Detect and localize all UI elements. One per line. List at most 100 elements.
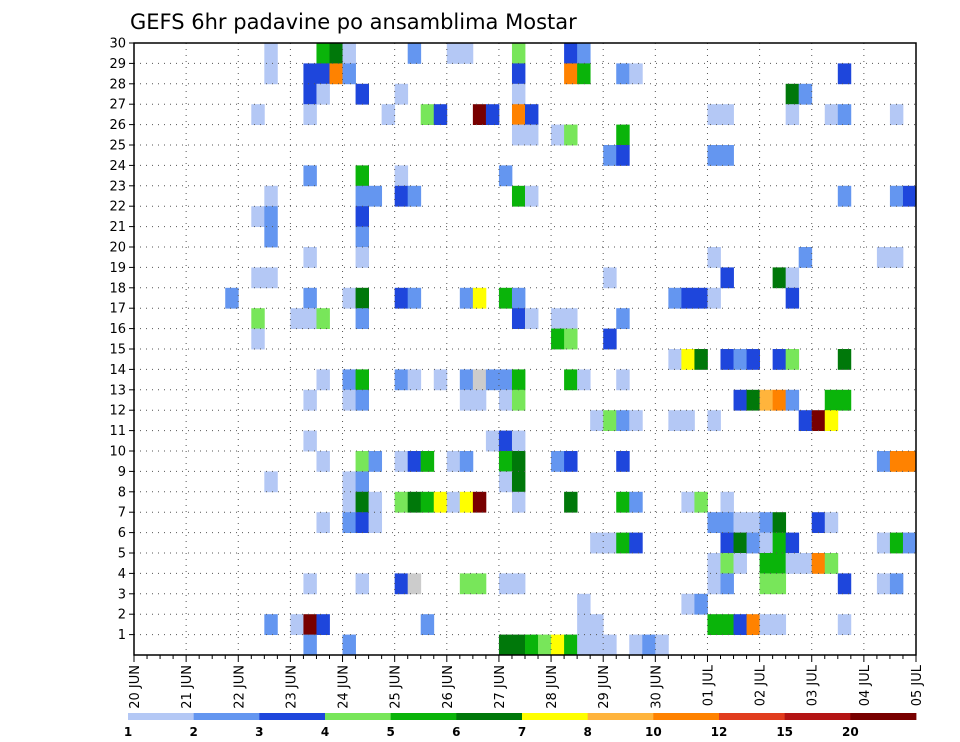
y-tick-label: 23 [109, 179, 126, 194]
heatmap-cell [694, 593, 708, 615]
heatmap-cell [368, 491, 383, 513]
heatmap-cell [720, 491, 734, 513]
heatmap-cell [316, 369, 330, 391]
heatmap-cell [407, 491, 422, 513]
heatmap-cell [772, 267, 787, 289]
heatmap-cell [342, 287, 356, 309]
heatmap-cell [772, 349, 787, 370]
heatmap-cell [759, 614, 774, 635]
legend-label: 1 [124, 725, 132, 739]
heatmap-cell [707, 247, 721, 268]
heatmap-cell [264, 185, 278, 207]
heatmap-cell [342, 471, 356, 493]
x-tick-label: 02 JUL [754, 664, 769, 706]
heatmap-cell [420, 104, 435, 125]
heatmap-cell [902, 532, 917, 554]
heatmap-cell [733, 389, 747, 411]
heatmap-cell [577, 369, 591, 391]
heatmap-cell [355, 573, 369, 595]
y-tick-label: 18 [109, 281, 126, 296]
heatmap-cell [355, 512, 369, 533]
heatmap-cell [511, 104, 526, 125]
heatmap-cell [811, 553, 826, 574]
heatmap-cell [303, 104, 317, 125]
x-tick-label: 05 JUL [910, 664, 925, 706]
heatmap-cell [746, 349, 760, 370]
heatmap-cell [498, 165, 513, 187]
heatmap-cell [668, 287, 682, 309]
heatmap-cell [772, 573, 787, 595]
y-tick-label: 11 [109, 424, 126, 439]
heatmap-cell [603, 328, 617, 350]
heatmap-cell [642, 634, 656, 656]
heatmap-cell [551, 451, 565, 472]
heatmap-cell [368, 451, 383, 472]
y-tick-label: 6 [118, 526, 126, 541]
y-tick-label: 12 [109, 404, 126, 419]
heatmap-cell [681, 593, 695, 615]
heatmap-cell [577, 43, 591, 64]
y-tick-label: 21 [109, 220, 126, 235]
heatmap-cell [342, 512, 356, 533]
heatmap-cell [720, 573, 734, 595]
legend-swatch [653, 713, 720, 720]
heatmap-cell [551, 634, 565, 656]
heatmap-cell [472, 104, 487, 125]
x-tick-label: 21 JUN [180, 665, 195, 709]
heatmap-cell [798, 553, 813, 574]
heatmap-cell [590, 410, 604, 431]
heatmap-cell [407, 369, 422, 391]
heatmap-cell [538, 634, 552, 656]
heatmap-cell [889, 451, 904, 472]
heatmap-cell [798, 83, 813, 105]
y-tick-label: 29 [109, 57, 126, 72]
heatmap-cell [681, 349, 695, 370]
heatmap-cell [394, 287, 409, 309]
heatmap-cell [264, 614, 278, 635]
heatmap-cell [355, 471, 369, 493]
y-tick-label: 4 [118, 567, 126, 582]
heatmap-cell [577, 63, 591, 85]
heatmap-cell [681, 287, 695, 309]
heatmap-cell [564, 308, 578, 329]
heatmap-cell [355, 287, 369, 309]
heatmap-cell [759, 573, 774, 595]
heatmap-cell [564, 328, 578, 350]
y-tick-label: 1 [118, 628, 126, 643]
heatmap-cell [303, 573, 317, 595]
legend-label: 3 [255, 725, 263, 739]
heatmap-cell [355, 185, 369, 207]
heatmap-cell [655, 634, 669, 656]
heatmap-cell [564, 43, 578, 64]
y-tick-label: 15 [109, 343, 126, 358]
heatmap-cell [433, 369, 448, 391]
heatmap-cell [616, 491, 630, 513]
heatmap-cell [603, 634, 617, 656]
heatmap-cell [290, 308, 304, 329]
legend-swatch [128, 713, 195, 720]
y-tick-label: 17 [109, 302, 126, 317]
heatmap-cell [511, 124, 526, 146]
legend-label: 6 [452, 725, 460, 739]
heatmap-cell [407, 185, 422, 207]
heatmap-cell [720, 145, 734, 166]
legend-swatch [193, 713, 260, 720]
heatmap-cell [668, 410, 682, 431]
heatmap-cell [264, 63, 278, 85]
y-axis-ticks: 1234567891011121314151617181920212223242… [109, 37, 134, 643]
heatmap-cell [407, 287, 422, 309]
heatmap-cell [590, 614, 604, 635]
heatmap-cell [394, 573, 409, 595]
heatmap-cell [342, 369, 356, 391]
y-tick-label: 27 [109, 98, 126, 113]
heatmap-cell [407, 43, 422, 64]
heatmap-cell [707, 104, 721, 125]
legend-label: 10 [645, 725, 662, 739]
heatmap-cell [837, 185, 852, 207]
heatmap-cell [733, 532, 747, 554]
legend-swatch [456, 713, 523, 720]
heatmap-cell [707, 410, 721, 431]
heatmap-cell [720, 553, 734, 574]
heatmap-cell [837, 389, 852, 411]
